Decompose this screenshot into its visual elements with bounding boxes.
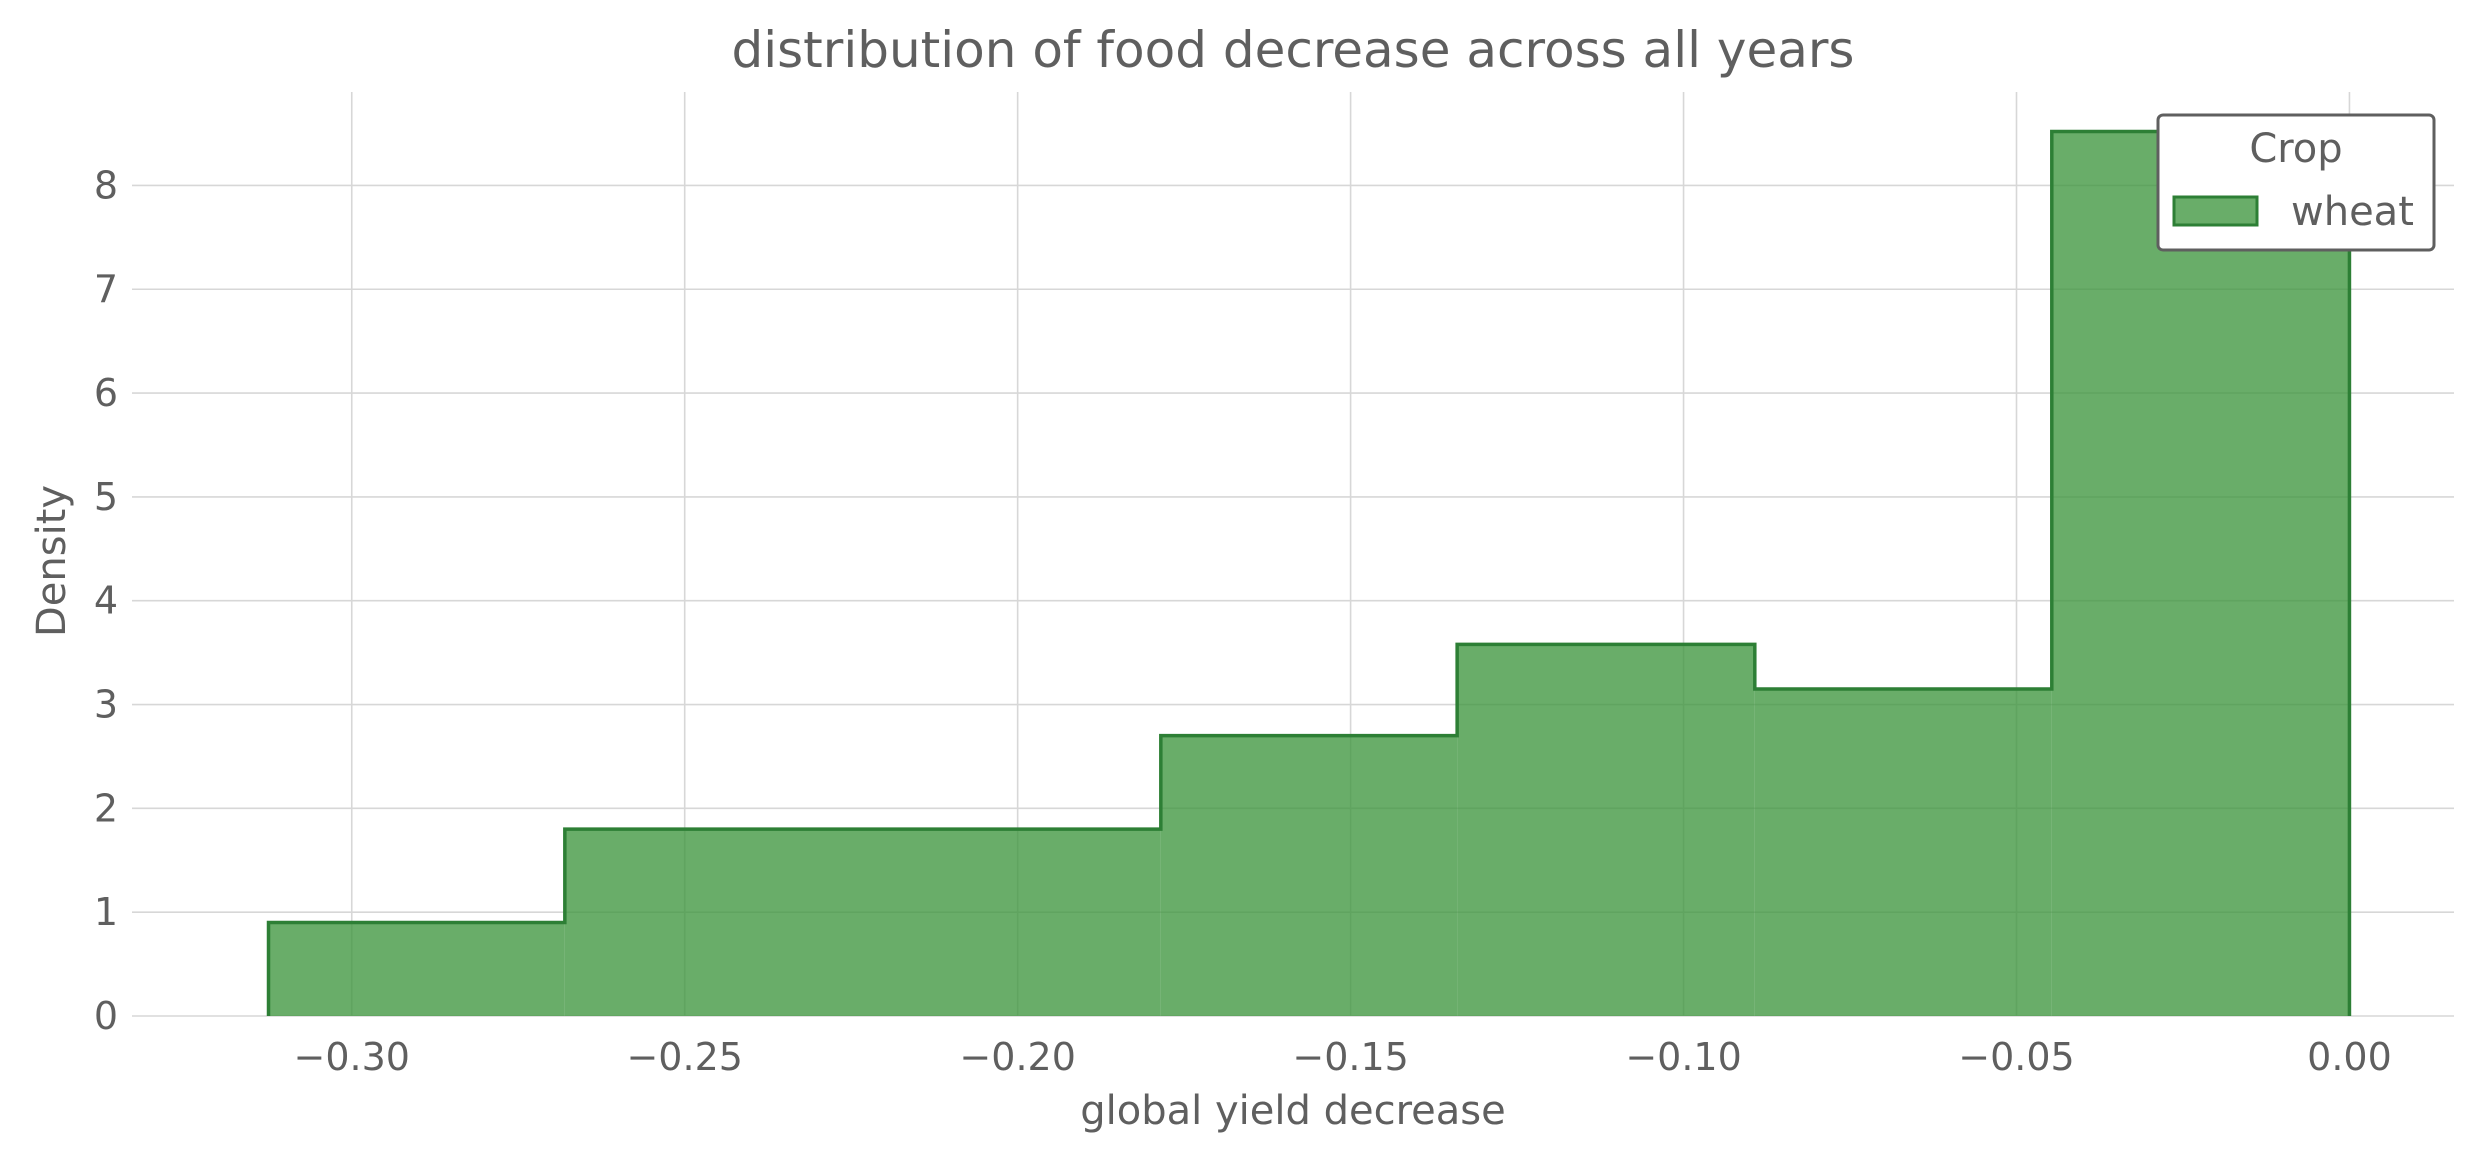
histogram-bars-layer <box>266 129 2352 1017</box>
y-tick-label: 2 <box>94 786 118 830</box>
x-tick-label: −0.20 <box>959 1035 1075 1079</box>
y-tick-label: 6 <box>94 371 118 415</box>
tick-labels-layer: −0.30 −0.25 −0.20 −0.15 −0.10 −0.05 0.00 0 1 2 3 4 5… <box>94 163 2392 1079</box>
histogram-bar <box>268 922 565 1016</box>
histogram-bar <box>564 829 1161 1016</box>
x-tick-label: −0.25 <box>626 1035 742 1079</box>
y-tick-label: 0 <box>94 994 118 1038</box>
x-axis-label: global yield decrease <box>1080 1088 1505 1134</box>
x-tick-label: 0.00 <box>2307 1035 2392 1079</box>
y-tick-label: 1 <box>94 890 118 934</box>
legend-swatch-wheat <box>2172 195 2259 227</box>
legend: Crop wheat <box>2156 113 2436 252</box>
histogram-bar <box>1160 735 1458 1016</box>
y-tick-label: 4 <box>94 579 118 623</box>
y-axis-label: Density <box>29 485 75 637</box>
legend-title: Crop <box>2249 126 2342 172</box>
legend-label-wheat: wheat <box>2291 189 2414 235</box>
y-tick-label: 3 <box>94 683 118 727</box>
x-tick-label: −0.30 <box>294 1035 410 1079</box>
histogram-bar <box>1754 688 2052 1016</box>
y-tick-label: 8 <box>94 163 118 207</box>
x-tick-label: −0.05 <box>1958 1035 2074 1079</box>
y-tick-label: 7 <box>94 267 118 311</box>
y-tick-label: 5 <box>94 475 118 519</box>
histogram-outline <box>266 129 2352 1016</box>
histogram-bar <box>2051 131 2350 1017</box>
x-tick-label: −0.15 <box>1292 1035 1408 1079</box>
x-tick-label: −0.10 <box>1625 1035 1741 1079</box>
histogram-bar <box>1457 644 1755 1016</box>
chart-title: distribution of food decrease across all… <box>732 21 1855 79</box>
